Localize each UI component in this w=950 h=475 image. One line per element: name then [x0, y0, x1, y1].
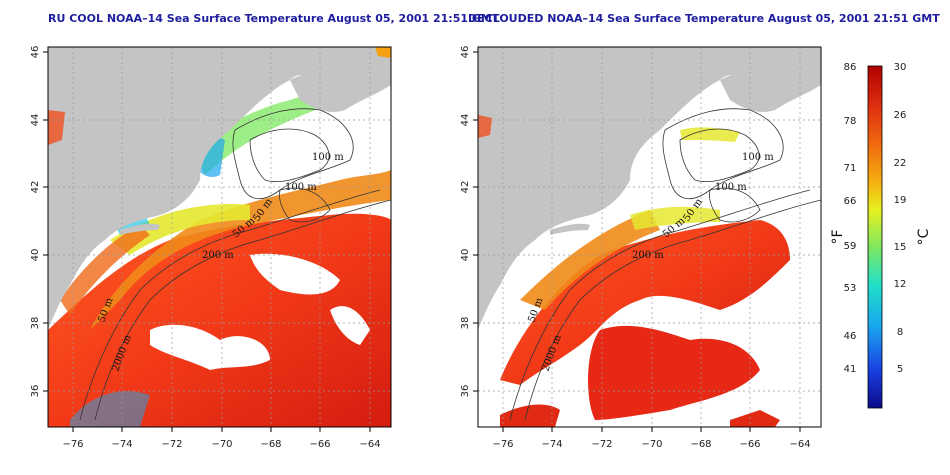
- warm-patch: [478, 115, 492, 138]
- cloud-blob: [330, 306, 370, 345]
- contour-label: 100 m: [715, 182, 747, 193]
- x-tick-label: −68: [690, 439, 711, 450]
- fahrenheit-tick-label: 53: [844, 283, 857, 294]
- graticule: [478, 47, 821, 427]
- warm-water-region: [500, 404, 560, 427]
- y-tick-label: 46: [30, 46, 41, 59]
- x-tick-label: −74: [541, 439, 562, 450]
- contour-label: 100 m: [312, 152, 344, 163]
- y-tick-label: 42: [460, 181, 471, 194]
- warm-water-region: [730, 410, 780, 427]
- x-tick-label: −72: [591, 439, 612, 450]
- cool-water-region: [110, 204, 250, 255]
- y-tick-label: 38: [460, 317, 471, 330]
- bathymetry-contours: [509, 108, 821, 421]
- fahrenheit-axis-label: °F: [830, 229, 846, 244]
- celsius-tick-label: 15: [894, 242, 907, 253]
- x-tick-label: −66: [309, 439, 330, 450]
- x-tick-label: −68: [260, 439, 281, 450]
- map-panel-declouded: DECLOUDED NOAA–14 Sea Surface Temperatur…: [460, 12, 940, 450]
- celsius-tick-label: 8: [897, 327, 903, 338]
- long-island-land: [120, 223, 160, 235]
- temperature-colorbar: 86 78 71 66 59 53 46 41 °F 30 26 22 19 1…: [830, 62, 932, 409]
- cool-water-region: [680, 127, 740, 142]
- map-frame: [477, 46, 822, 428]
- y-axis: 46 44 42 40 38 36: [30, 46, 48, 398]
- map-frame: [47, 46, 392, 428]
- y-tick-label: 36: [30, 385, 41, 398]
- map-title: RU COOL NOAA–14 Sea Surface Temperature …: [48, 12, 500, 25]
- y-tick-label: 40: [30, 249, 41, 262]
- contour-label: 100 m: [285, 182, 317, 193]
- x-axis: −76 −74 −72 −70 −68 −66 −64: [62, 427, 381, 450]
- map-image: 100 m 100 m 50 m 50 m 200 m 50 m 2000 m: [478, 47, 821, 427]
- warm-patch: [48, 110, 65, 145]
- x-tick-label: −74: [111, 439, 132, 450]
- land-mass: [478, 47, 821, 330]
- celsius-scale: 30 26 22 19 15 12 8 5 °C: [894, 62, 932, 375]
- fahrenheit-tick-label: 46: [844, 331, 857, 342]
- fahrenheit-tick-label: 59: [844, 241, 857, 252]
- land-mass: [48, 47, 391, 330]
- fahrenheit-tick-label: 86: [844, 62, 857, 73]
- shelf-water-region: [520, 210, 660, 310]
- x-tick-label: −64: [359, 439, 380, 450]
- celsius-tick-label: 30: [894, 62, 907, 73]
- y-tick-label: 40: [460, 249, 471, 262]
- y-tick-label: 44: [30, 114, 41, 127]
- contour-label: 200 m: [632, 250, 664, 261]
- fahrenheit-scale: 86 78 71 66 59 53 46 41 °F: [830, 62, 856, 375]
- cloud-blob: [150, 324, 270, 370]
- warm-water-region: [500, 220, 790, 385]
- x-tick-label: −76: [62, 439, 83, 450]
- y-tick-label: 44: [460, 114, 471, 127]
- warm-water-region: [588, 325, 760, 420]
- x-tick-label: −76: [492, 439, 513, 450]
- y-tick-label: 42: [30, 181, 41, 194]
- x-tick-label: −64: [789, 439, 810, 450]
- x-tick-label: −72: [161, 439, 182, 450]
- celsius-axis-label: °C: [916, 228, 932, 245]
- x-axis: −76 −74 −72 −70 −68 −66 −64: [492, 427, 811, 450]
- bathymetry-contours: [79, 108, 391, 421]
- y-tick-label: 36: [460, 385, 471, 398]
- nova-scotia-land: [290, 51, 391, 112]
- celsius-tick-label: 22: [894, 158, 907, 169]
- celsius-tick-label: 19: [894, 195, 907, 206]
- celsius-tick-label: 26: [894, 110, 907, 121]
- cold-patch: [70, 391, 150, 427]
- x-tick-label: −70: [641, 439, 662, 450]
- warm-patch: [375, 47, 391, 58]
- cool-water-region: [630, 206, 720, 230]
- y-axis: 46 44 42 40 38 36: [460, 46, 478, 398]
- shelf-water-region: [90, 170, 391, 330]
- fahrenheit-tick-label: 66: [844, 196, 857, 207]
- long-island-land: [550, 223, 590, 235]
- nearshore-region: [60, 225, 150, 315]
- fahrenheit-tick-label: 78: [844, 116, 857, 127]
- y-tick-label: 38: [30, 317, 41, 330]
- y-tick-label: 46: [460, 46, 471, 59]
- nova-scotia-land: [720, 51, 821, 112]
- graticule: [48, 47, 391, 427]
- colorbar-gradient: [867, 65, 883, 409]
- contour-label: 200 m: [202, 250, 234, 261]
- celsius-tick-label: 12: [894, 279, 907, 290]
- map-title: DECLOUDED NOAA–14 Sea Surface Temperatur…: [468, 12, 940, 25]
- x-tick-label: −66: [739, 439, 760, 450]
- x-tick-label: −70: [211, 439, 232, 450]
- contour-label: 100 m: [742, 152, 774, 163]
- map-panel-raw: RU COOL NOAA–14 Sea Surface Temperature …: [30, 12, 500, 450]
- celsius-tick-label: 5: [897, 364, 903, 375]
- fahrenheit-tick-label: 41: [844, 364, 857, 375]
- fahrenheit-tick-label: 71: [844, 163, 857, 174]
- map-image: 100 m 100 m 50 m 50 m 200 m 50 m 2000 m: [48, 47, 391, 427]
- cloud-blob: [250, 253, 340, 295]
